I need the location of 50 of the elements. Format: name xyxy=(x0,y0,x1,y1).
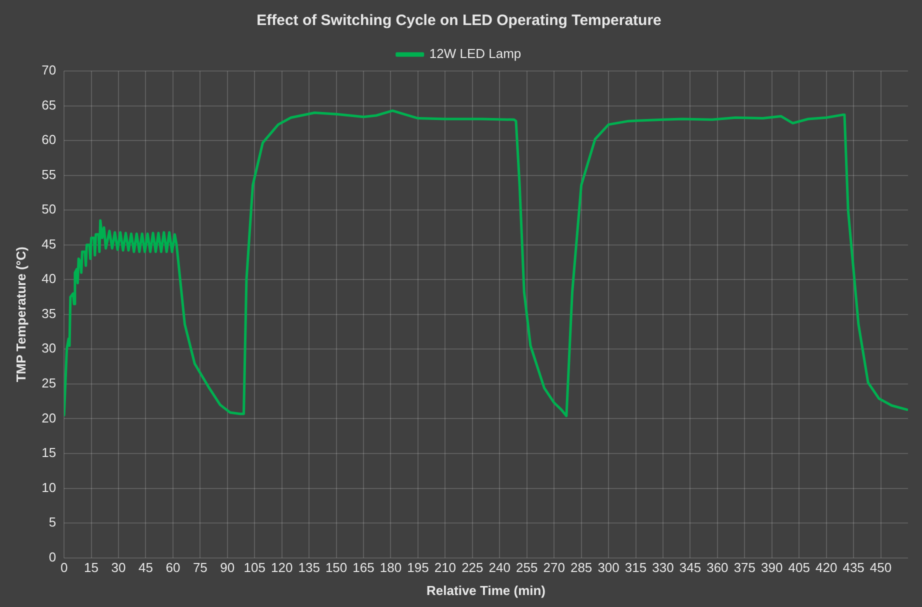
y-tick-label: 20 xyxy=(42,410,56,426)
y-axis-title: TMP Temperature (°C) xyxy=(13,246,28,382)
x-tick-label: 165 xyxy=(352,560,374,576)
y-tick-label: 55 xyxy=(42,166,56,182)
y-tick-label: 25 xyxy=(42,376,56,391)
x-tick-label: 30 xyxy=(111,560,126,576)
x-tick-label: 345 xyxy=(679,560,702,576)
x-tick-label: 150 xyxy=(325,560,348,576)
x-tick-label: 315 xyxy=(624,560,647,576)
y-tick-label: 45 xyxy=(42,236,56,252)
x-tick-label: 375 xyxy=(734,560,756,576)
y-tick-label: 35 xyxy=(42,306,56,321)
x-tick-label: 330 xyxy=(652,560,674,576)
chart-title: Effect of Switching Cycle on LED Operating Temperature xyxy=(256,12,662,30)
y-tick-label: 40 xyxy=(42,271,56,286)
x-tick-label: 450 xyxy=(870,560,892,576)
x-tick-label: 300 xyxy=(598,560,620,576)
x-tick-label: 210 xyxy=(434,560,456,576)
y-tick-label: 60 xyxy=(42,132,56,148)
x-tick-label: 225 xyxy=(462,560,484,576)
y-tick-label: 10 xyxy=(42,480,56,495)
x-tick-label: 390 xyxy=(761,560,783,576)
y-tick-label: 15 xyxy=(42,445,56,460)
y-tick-label: 30 xyxy=(42,340,56,356)
x-tick-label: 45 xyxy=(138,560,153,576)
y-tick-label: 0 xyxy=(48,549,56,564)
x-tick-label: 105 xyxy=(244,560,266,576)
x-tick-label: 60 xyxy=(166,560,180,576)
x-tick-label: 285 xyxy=(570,560,592,576)
y-tick-label: 65 xyxy=(42,97,56,112)
x-tick-label: 90 xyxy=(220,560,235,576)
y-tick-label: 50 xyxy=(42,202,56,217)
y-tick-label: 5 xyxy=(48,514,56,530)
x-tick-label: 15 xyxy=(84,560,99,576)
x-tick-label: 75 xyxy=(192,560,208,576)
x-tick-label: 0 xyxy=(60,560,68,576)
x-tick-label: 195 xyxy=(407,560,429,576)
x-tick-label: 255 xyxy=(516,560,538,576)
legend-label: 12W LED Lamp xyxy=(429,46,522,62)
x-tick-label: 120 xyxy=(271,560,293,576)
x-tick-label: 180 xyxy=(380,560,402,576)
x-tick-label: 240 xyxy=(488,560,510,576)
x-tick-label: 405 xyxy=(788,560,810,576)
x-tick-label: 135 xyxy=(298,560,320,576)
x-tick-label: 420 xyxy=(815,560,838,576)
y-tick-label: 70 xyxy=(42,62,56,78)
x-tick-label: 270 xyxy=(543,560,565,576)
x-axis-title: Relative Time (min) xyxy=(426,582,546,598)
x-tick-label: 360 xyxy=(706,560,728,576)
x-tick-label: 435 xyxy=(842,560,864,576)
